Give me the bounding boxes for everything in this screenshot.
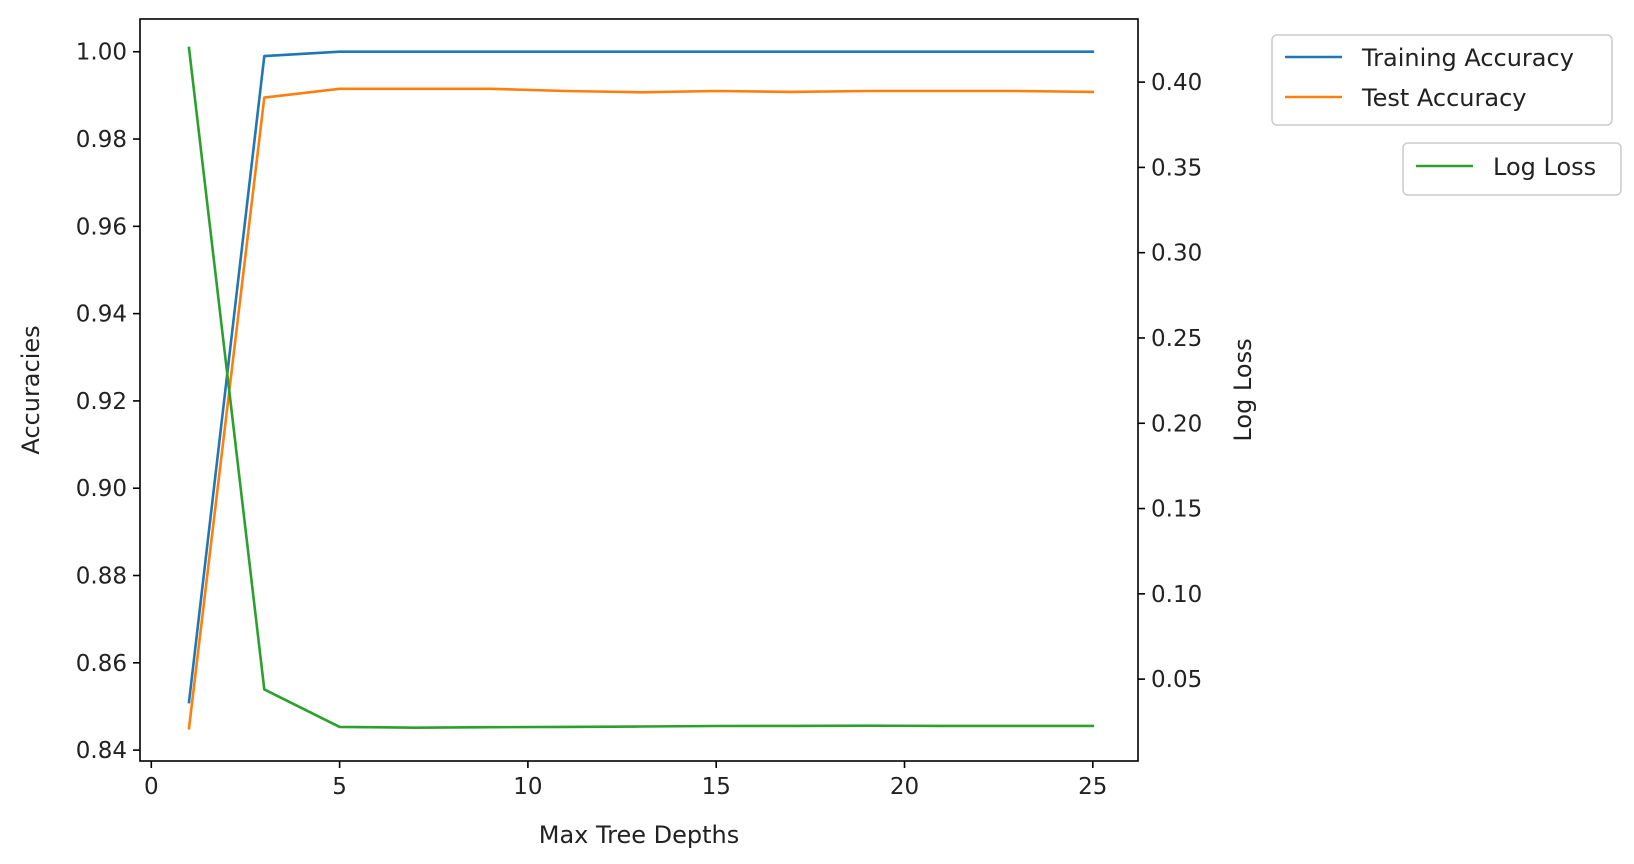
legend-label-test-accuracy: Test Accuracy bbox=[1361, 84, 1526, 112]
legend-log-loss: Log Loss bbox=[1402, 142, 1622, 196]
legend-label-training-accuracy: Training Accuracy bbox=[1361, 44, 1574, 72]
x-tick-label: 5 bbox=[332, 774, 347, 800]
y-left-tick-label: 0.88 bbox=[76, 564, 127, 590]
y-left-axis-title: Accuracies bbox=[17, 325, 45, 454]
y-right-tick-label: 0.25 bbox=[1151, 326, 1202, 352]
y-right-axis-title: Log Loss bbox=[1229, 338, 1257, 441]
x-tick-label: 20 bbox=[890, 774, 919, 800]
series-line-test-accuracy bbox=[187, 87, 1095, 730]
y-left-tick-label: 0.96 bbox=[76, 214, 127, 240]
x-tick-label: 0 bbox=[144, 774, 159, 800]
series-line-log-loss bbox=[187, 46, 1095, 730]
y-left-tick-label: 0.92 bbox=[76, 389, 127, 415]
y-right-tick-label: 0.30 bbox=[1151, 241, 1202, 267]
y-right-tick-label: 0.15 bbox=[1151, 497, 1202, 523]
series-line-training-accuracy bbox=[187, 50, 1095, 704]
y-right-tick-label: 0.20 bbox=[1151, 411, 1202, 437]
y-right-tick-label: 0.35 bbox=[1151, 155, 1202, 181]
x-tick-label: 15 bbox=[702, 774, 731, 800]
y-right-tick-label: 0.05 bbox=[1151, 667, 1202, 693]
x-axis-ticks: 0 5 10 15 20 25 bbox=[144, 761, 1107, 800]
y-left-tick-label: 0.86 bbox=[76, 651, 127, 677]
y-left-tick-label: 0.94 bbox=[76, 302, 127, 328]
legend-accuracy: Training Accuracy Test Accuracy bbox=[1271, 34, 1613, 126]
y-right-tick-label: 0.10 bbox=[1151, 582, 1202, 608]
plot-area bbox=[140, 19, 1138, 761]
legend-log-loss-box bbox=[1402, 142, 1622, 196]
series-layer bbox=[187, 46, 1095, 730]
y-right-tick-label: 0.40 bbox=[1151, 70, 1202, 96]
y-right-axis-ticks: 0.05 0.10 0.15 0.20 0.25 0.30 0.35 0.40 bbox=[1138, 70, 1202, 693]
y-left-tick-label: 0.90 bbox=[76, 476, 127, 502]
y-left-tick-label: 1.00 bbox=[76, 40, 127, 66]
y-left-axis-ticks: 0.84 0.86 0.88 0.90 0.92 0.94 0.96 0.98 1.00 bbox=[76, 40, 140, 764]
x-tick-label: 10 bbox=[513, 774, 542, 800]
plot-frame bbox=[139, 18, 1139, 762]
legend-label-log-loss: Log Loss bbox=[1493, 153, 1596, 181]
y-left-tick-label: 0.84 bbox=[76, 738, 127, 764]
y-left-tick-label: 0.98 bbox=[76, 127, 127, 153]
legend-accuracy-box bbox=[1271, 34, 1613, 126]
x-tick-label: 25 bbox=[1078, 774, 1107, 800]
x-axis-title: Max Tree Depths bbox=[539, 821, 739, 849]
